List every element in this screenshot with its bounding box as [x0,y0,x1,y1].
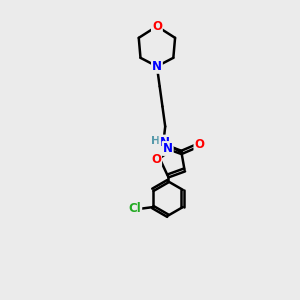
Text: O: O [151,153,161,166]
Text: N: N [160,136,170,148]
Text: N: N [152,60,162,73]
Text: N: N [163,142,173,155]
Text: H: H [151,136,160,146]
Text: O: O [194,138,204,151]
Text: O: O [152,20,162,33]
Text: Cl: Cl [128,202,141,215]
